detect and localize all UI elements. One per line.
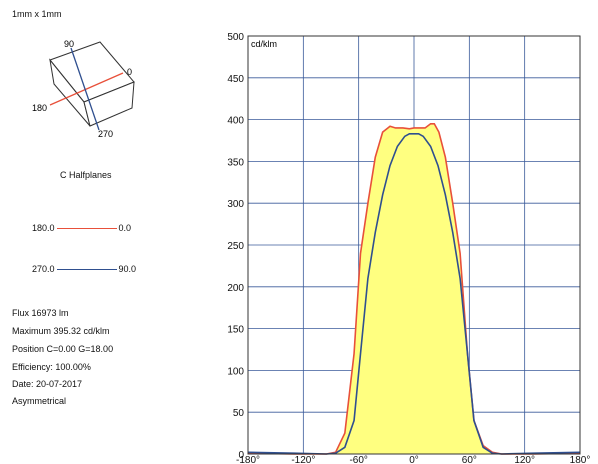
info-maximum: Maximum 395.32 cd/klm (12, 326, 110, 336)
info-position: Position C=0.00 G=18.00 (12, 344, 114, 354)
y-tick-label: 100 (227, 366, 244, 377)
size-label: 1mm x 1mm (12, 9, 62, 19)
y-tick-label: 500 (227, 32, 244, 43)
c-halfplanes-diagram: 90 0 180 270 (32, 39, 135, 139)
legend-2-left: 270.0 (32, 264, 55, 274)
y-tick-label: 200 (227, 283, 244, 294)
chart-axes: 0 50 100 150 200 250 300 350 400 450 500 -180° -120°… (227, 32, 590, 464)
series-1-fill (248, 123, 580, 454)
y-axis-unit-label: cd/klm (251, 39, 277, 49)
y-tick-label: 350 (227, 157, 244, 168)
x-tick-label: 60° (462, 455, 477, 464)
x-tick-label: -180° (236, 455, 260, 464)
label-c90: 90 (64, 39, 74, 49)
y-tick-label: 150 (227, 325, 244, 336)
y-tick-label: 300 (227, 199, 244, 210)
y-tick-label: 0 (238, 450, 244, 461)
legend-2-right: 90.0 (118, 264, 137, 274)
diagram-caption: C Halfplanes (60, 170, 112, 180)
legend-row-2: 270.0 90.0 (32, 264, 136, 274)
label-c180: 180 (32, 103, 47, 113)
x-tick-label: -120° (291, 455, 315, 464)
info-efficiency: Efficiency: 100.00% (12, 362, 91, 372)
info-date: Date: 20-07-2017 (12, 379, 83, 389)
x-tick-label: 180° (570, 455, 591, 464)
legend-1-swatch (56, 227, 117, 229)
label-c270: 270 (98, 129, 113, 139)
x-tick-label: -60° (349, 455, 367, 464)
info-symmetry: Asymmetrical (12, 396, 67, 406)
label-c0: 0 (127, 67, 132, 77)
plane-90-270-line (70, 47, 100, 131)
y-tick-label: 450 (227, 74, 244, 85)
y-tick-label: 250 (227, 241, 244, 252)
cube-icon (49, 41, 135, 127)
legend-2-swatch (56, 268, 117, 270)
legend-row-1: 180.0 0.0 (32, 223, 131, 233)
legend-1-left: 180.0 (32, 223, 55, 233)
x-tick-label: 0° (409, 455, 419, 464)
plot-frame (247, 35, 581, 455)
info-flux: Flux 16973 lm (12, 308, 69, 318)
series-2-line (247, 133, 581, 455)
chart-plot (247, 122, 581, 455)
y-tick-label: 400 (227, 116, 244, 127)
y-tick-label: 50 (233, 408, 245, 419)
plane-0-180-line (49, 72, 124, 106)
x-tick-label: 120° (514, 455, 535, 464)
legend-1-right: 0.0 (118, 223, 132, 233)
